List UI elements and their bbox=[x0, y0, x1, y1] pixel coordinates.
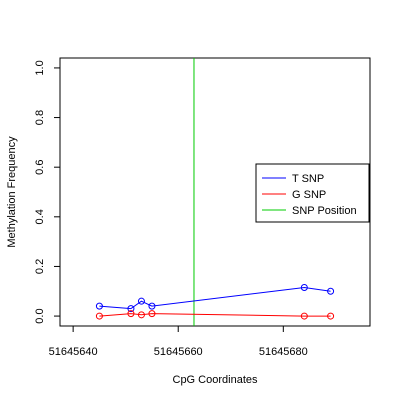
y-tick-label: 0.4 bbox=[34, 209, 46, 224]
t-snp-point bbox=[327, 287, 335, 295]
x-tick-label: 51645660 bbox=[154, 346, 203, 358]
y-tick-label: 0.6 bbox=[34, 160, 46, 175]
legend-items: T SNP G SNP SNP Position bbox=[262, 173, 357, 217]
x-tick-label: 51645640 bbox=[49, 346, 98, 358]
t-snp-point bbox=[300, 284, 308, 292]
legend-label-g-snp: G SNP bbox=[292, 189, 326, 201]
legend-label-snp-position: SNP Position bbox=[292, 205, 357, 217]
x-axis: 51645640 51645660 51645680 bbox=[49, 325, 308, 358]
t-snp-point bbox=[127, 305, 135, 313]
g-snp-point bbox=[137, 311, 145, 319]
y-tick-label: 0.0 bbox=[34, 308, 46, 323]
t-snp-line bbox=[99, 286, 331, 310]
t-snp-point bbox=[148, 302, 156, 310]
t-snp-point bbox=[95, 302, 103, 310]
g-snp-line bbox=[99, 313, 331, 317]
x-tick-label: 51645680 bbox=[259, 346, 308, 358]
y-axis: 0.0 0.2 0.4 0.6 0.8 1.0 bbox=[34, 60, 61, 324]
y-tick-label: 1.0 bbox=[34, 60, 46, 75]
g-snp-point bbox=[127, 310, 135, 318]
x-axis-title: CpG Coordinates bbox=[173, 374, 258, 386]
g-snp-point bbox=[148, 310, 156, 318]
y-tick-label: 0.2 bbox=[34, 259, 46, 274]
legend-box bbox=[255, 163, 370, 223]
t-snp-point bbox=[137, 297, 145, 305]
legend-label-t-snp: T SNP bbox=[292, 173, 324, 185]
legend: T SNP G SNP SNP Position bbox=[255, 163, 370, 223]
y-axis-title: Methylation Frequency bbox=[6, 136, 18, 248]
g-snp-point bbox=[300, 312, 308, 320]
g-snp-point bbox=[95, 312, 103, 320]
y-tick-label: 0.8 bbox=[34, 110, 46, 125]
series-layer bbox=[95, 284, 335, 320]
g-snp-point bbox=[327, 312, 335, 320]
